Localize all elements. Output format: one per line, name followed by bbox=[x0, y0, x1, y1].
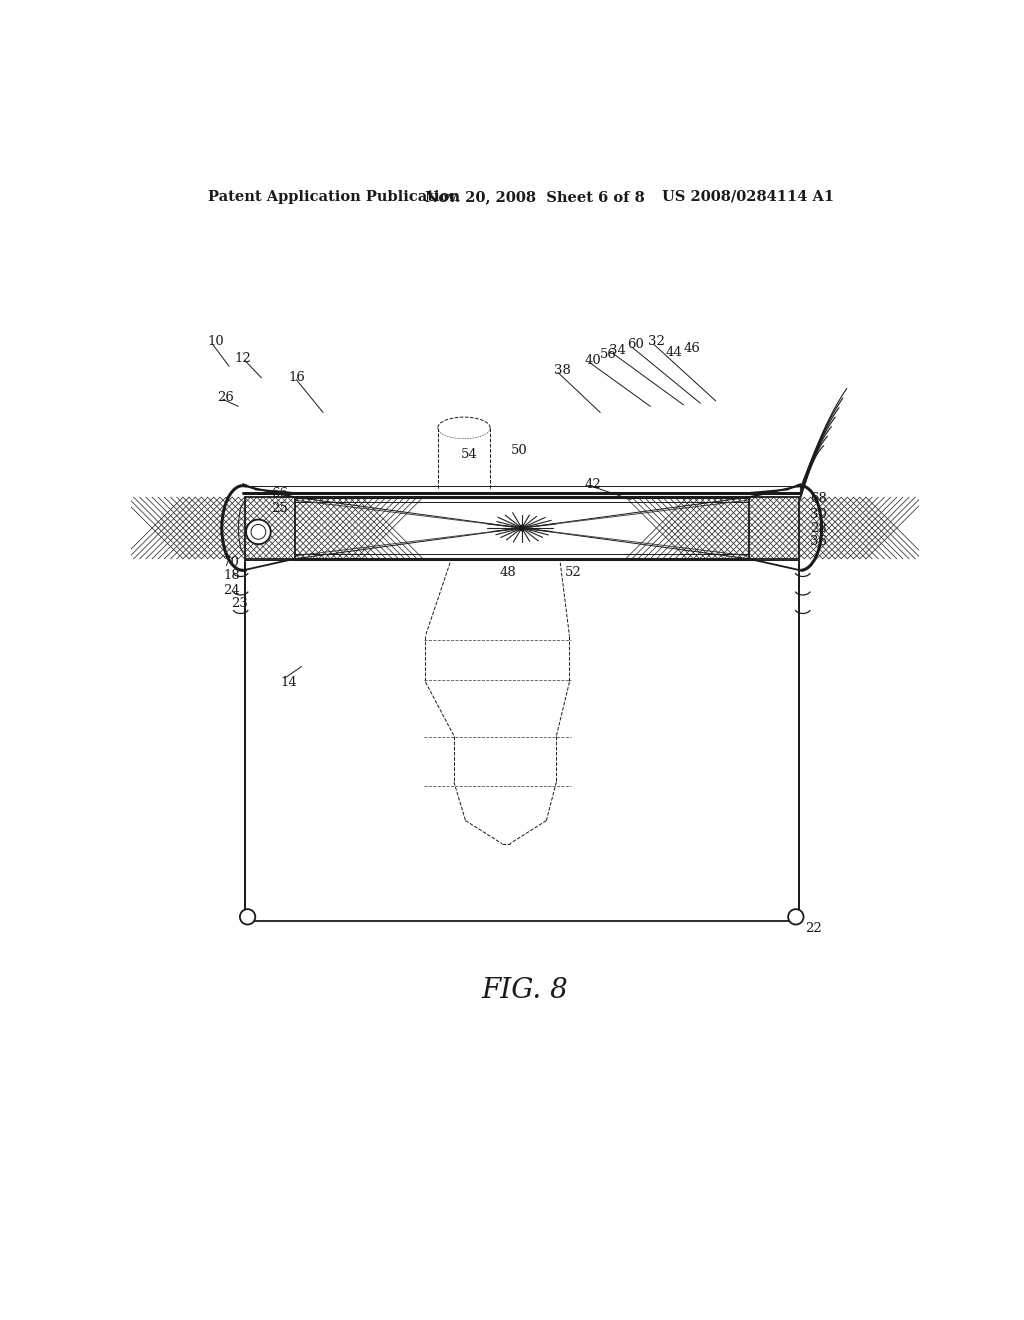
Text: 23: 23 bbox=[230, 597, 248, 610]
Text: 26: 26 bbox=[217, 391, 233, 404]
Text: 46: 46 bbox=[683, 342, 700, 355]
Bar bbox=[749, 498, 799, 558]
Text: 40: 40 bbox=[585, 354, 602, 367]
Text: 44: 44 bbox=[666, 346, 682, 359]
Text: 36: 36 bbox=[810, 536, 826, 548]
Bar bbox=[245, 498, 295, 558]
Text: 48: 48 bbox=[500, 566, 516, 579]
Text: 56: 56 bbox=[600, 348, 617, 362]
Text: 70: 70 bbox=[223, 556, 240, 569]
Circle shape bbox=[251, 524, 266, 540]
Text: 18: 18 bbox=[223, 569, 240, 582]
Text: Nov. 20, 2008  Sheet 6 of 8: Nov. 20, 2008 Sheet 6 of 8 bbox=[425, 190, 645, 203]
Text: 12: 12 bbox=[234, 352, 251, 366]
Text: 68: 68 bbox=[810, 492, 826, 506]
Circle shape bbox=[246, 520, 270, 544]
Text: 42: 42 bbox=[585, 478, 602, 491]
Text: 32: 32 bbox=[648, 335, 665, 348]
Text: 34: 34 bbox=[609, 345, 627, 358]
Text: 66: 66 bbox=[271, 487, 289, 500]
Text: 38: 38 bbox=[554, 363, 571, 376]
Text: 16: 16 bbox=[289, 371, 305, 384]
Text: 30: 30 bbox=[810, 508, 826, 520]
Circle shape bbox=[240, 909, 255, 924]
Text: 22: 22 bbox=[805, 921, 822, 935]
Text: 28: 28 bbox=[810, 521, 826, 535]
Text: 14: 14 bbox=[281, 676, 297, 689]
Text: 10: 10 bbox=[208, 335, 224, 348]
Text: 60: 60 bbox=[628, 338, 644, 351]
Circle shape bbox=[519, 525, 524, 531]
Text: Patent Application Publication: Patent Application Publication bbox=[208, 190, 460, 203]
Text: US 2008/0284114 A1: US 2008/0284114 A1 bbox=[662, 190, 834, 203]
Text: 24: 24 bbox=[223, 583, 240, 597]
Circle shape bbox=[788, 909, 804, 924]
Text: 25: 25 bbox=[271, 502, 288, 515]
Text: 52: 52 bbox=[565, 566, 582, 579]
Text: FIG. 8: FIG. 8 bbox=[481, 977, 568, 1003]
Text: 50: 50 bbox=[511, 445, 527, 458]
Text: 54: 54 bbox=[461, 449, 478, 462]
